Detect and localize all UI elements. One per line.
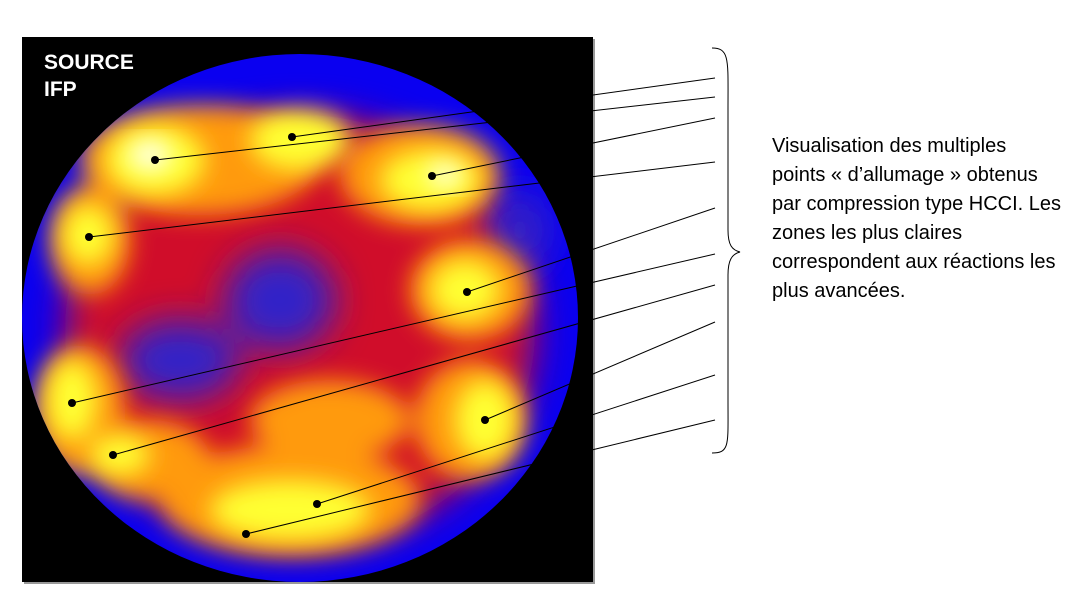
source-label-line2: IFP [44, 78, 77, 101]
leader-line [291, 77, 716, 138]
ignition-point-marker [428, 172, 436, 180]
ignition-point-marker [109, 451, 117, 459]
ignition-point-marker [151, 156, 159, 164]
ignition-point-marker [463, 288, 471, 296]
source-label: SOURCE IFP [44, 49, 134, 103]
leader-line [484, 321, 716, 421]
leader-line [71, 253, 716, 404]
ignition-point-marker [313, 500, 321, 508]
leader-line [431, 117, 716, 177]
leader-line [154, 96, 716, 161]
ignition-point-marker [242, 530, 250, 538]
leader-line [316, 374, 716, 505]
source-label-line1: SOURCE [44, 51, 134, 74]
leader-lines [68, 77, 716, 538]
curly-brace [711, 47, 741, 454]
ignition-point-marker [481, 416, 489, 424]
leader-line [88, 161, 716, 238]
leader-line [466, 207, 716, 293]
combustion-chamber-disc [22, 54, 578, 582]
ignition-point-marker [68, 399, 76, 407]
caption-text: Visualisation des multiples points « d’a… [772, 135, 1062, 302]
leader-line [112, 284, 716, 456]
ignition-point-marker [288, 133, 296, 141]
leader-line [245, 419, 716, 535]
ignition-point-marker [85, 233, 93, 241]
